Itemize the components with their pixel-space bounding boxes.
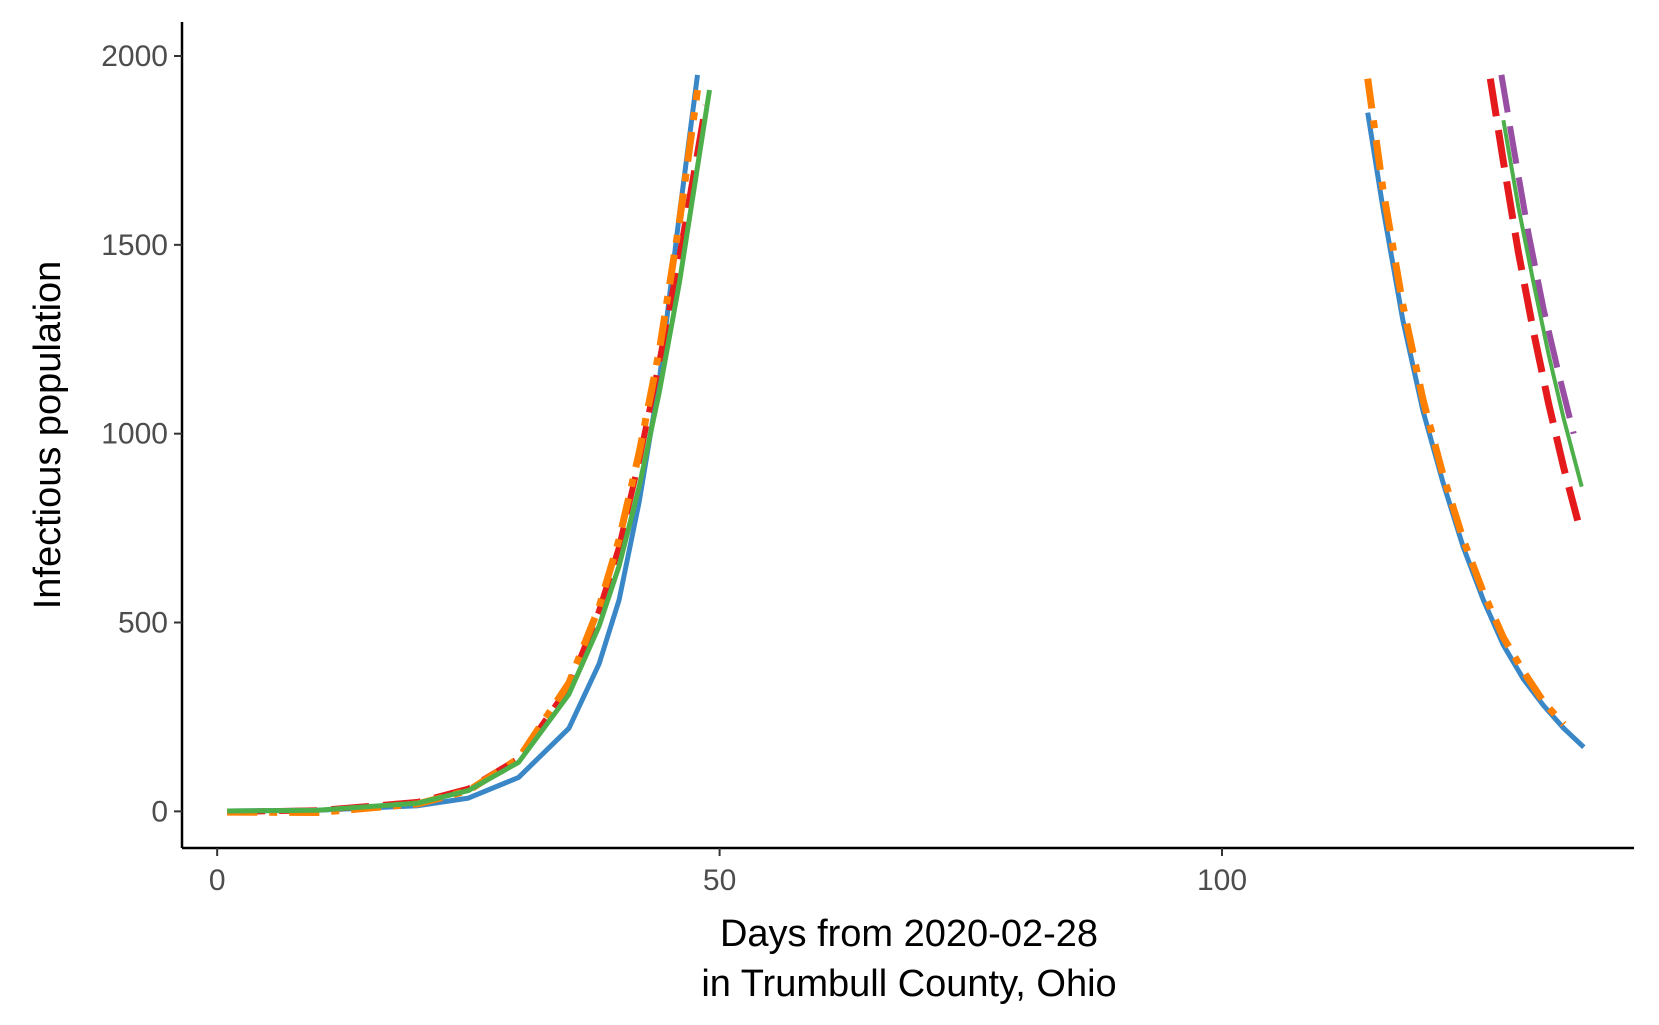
- y-tick-label: 1000: [101, 418, 168, 451]
- series-line-8: [1486, 78, 1582, 522]
- series-line-5: [1365, 112, 1586, 750]
- series-layer: [227, 74, 1586, 816]
- x-tick-label: 50: [703, 864, 736, 897]
- series-line-4: [227, 89, 712, 814]
- y-tick-label: 0: [151, 795, 168, 828]
- x-axis-title-line1: Days from 2020-02-28: [720, 913, 1098, 955]
- x-tick-label: 100: [1197, 864, 1247, 897]
- x-ticks: 0 50 100: [209, 848, 1247, 897]
- y-tick-label: 2000: [101, 40, 168, 73]
- series-line-9: [1501, 119, 1584, 488]
- y-tick-label: 1500: [101, 229, 168, 262]
- series-line-1: [227, 74, 700, 814]
- series-line-7: [1498, 74, 1577, 435]
- series-line-3: [227, 89, 701, 816]
- x-tick-label: 0: [209, 864, 226, 897]
- y-ticks: 0 500 1000 1500 2000: [101, 40, 182, 828]
- y-axis-title: Infectious population: [27, 261, 69, 610]
- y-tick-label: 500: [118, 607, 168, 640]
- series-line-2: [227, 104, 709, 816]
- series-line-6: [1364, 78, 1567, 727]
- x-axis-title-line2: in Trumbull County, Ohio: [701, 963, 1116, 1005]
